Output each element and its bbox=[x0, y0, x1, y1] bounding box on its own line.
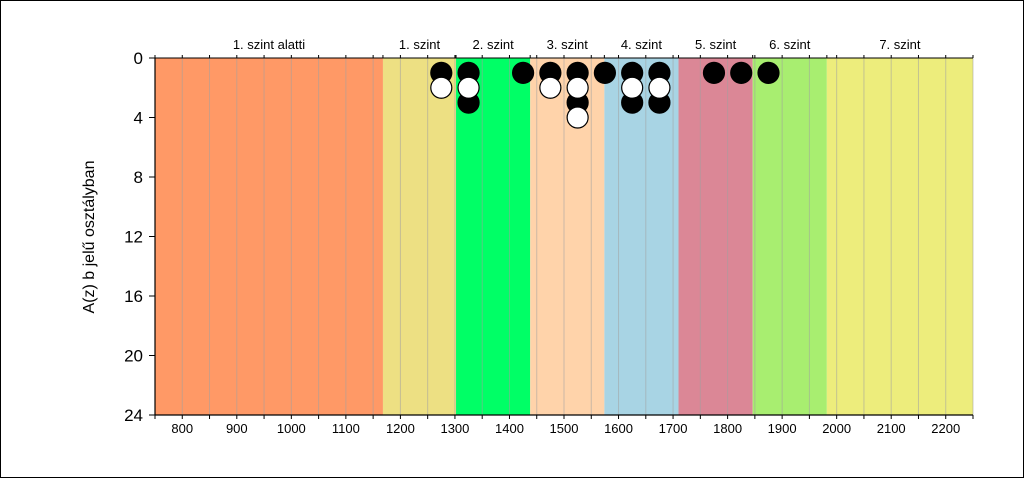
y-tick-label: 24 bbox=[124, 406, 143, 425]
open-point bbox=[539, 76, 562, 99]
level-band-label: 7. szint bbox=[879, 37, 921, 52]
level-band bbox=[530, 58, 605, 415]
y-axis-label: A(z) b jelű osztályban bbox=[81, 161, 98, 314]
x-tick-label: 1700 bbox=[659, 421, 688, 436]
level-band-label: 2. szint bbox=[473, 37, 515, 52]
level-band-label: 1. szint alatti bbox=[233, 37, 305, 52]
filled-point bbox=[730, 61, 753, 84]
level-band-label: 5. szint bbox=[695, 37, 737, 52]
x-tick-label: 1300 bbox=[440, 421, 469, 436]
level-band bbox=[604, 58, 679, 415]
level-band-label: 6. szint bbox=[769, 37, 811, 52]
axis-ticks: 0 4 8 12 16 20 24 800 900 1000 1100 1200 1300 1400 150… bbox=[124, 49, 974, 436]
x-tick-label: 1400 bbox=[495, 421, 524, 436]
y-tick-label: 8 bbox=[134, 168, 143, 187]
x-tick-label: 1000 bbox=[277, 421, 306, 436]
x-tick-label: 2200 bbox=[931, 421, 960, 436]
y-tick-label: 0 bbox=[134, 49, 143, 68]
data-points bbox=[430, 61, 780, 129]
y-tick-label: 12 bbox=[124, 228, 143, 247]
open-point bbox=[430, 76, 453, 99]
x-tick-label: 1900 bbox=[768, 421, 797, 436]
open-point bbox=[621, 76, 644, 99]
level-band-label: 1. szint bbox=[399, 37, 441, 52]
level-band-labels: 1. szint alatti 1. szint 2. szint 3. szint 4… bbox=[154, 37, 921, 58]
y-tick-label: 4 bbox=[134, 109, 143, 128]
filled-point bbox=[702, 61, 726, 84]
y-tick-label: 20 bbox=[124, 347, 143, 366]
level-band-label: 4. szint bbox=[621, 37, 663, 52]
x-tick-label: 1100 bbox=[332, 421, 360, 436]
level-band bbox=[456, 58, 531, 415]
level-band bbox=[678, 58, 753, 415]
open-point bbox=[566, 106, 589, 129]
open-point bbox=[457, 76, 480, 99]
x-tick-label: 800 bbox=[171, 421, 193, 436]
filled-point bbox=[511, 61, 535, 84]
level-band bbox=[155, 58, 383, 415]
level-band bbox=[752, 58, 827, 415]
level-band bbox=[382, 58, 457, 415]
level-band bbox=[826, 58, 973, 415]
x-tick-label: 2100 bbox=[877, 421, 906, 436]
x-tick-label: 2000 bbox=[822, 421, 851, 436]
x-tick-label: 1500 bbox=[550, 421, 579, 436]
x-tick-label: 1600 bbox=[604, 421, 633, 436]
x-tick-label: 1800 bbox=[713, 421, 742, 436]
open-point bbox=[648, 76, 671, 99]
filled-point bbox=[593, 61, 617, 84]
x-tick-label: 900 bbox=[226, 421, 248, 436]
y-tick-label: 16 bbox=[124, 287, 143, 306]
open-point bbox=[566, 76, 589, 99]
x-tick-label: 1200 bbox=[386, 421, 415, 436]
level-band-label: 3. szint bbox=[547, 37, 589, 52]
filled-point bbox=[757, 61, 780, 84]
